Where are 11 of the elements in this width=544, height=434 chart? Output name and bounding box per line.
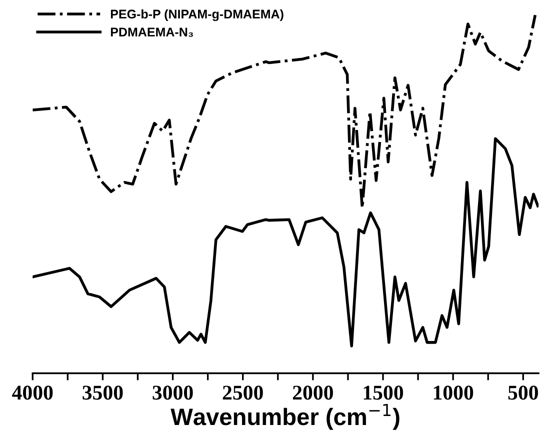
legend-label: PDMAEMA-N₃	[110, 28, 193, 37]
x-tick-label: 1500	[364, 386, 404, 400]
x-tick-label: 4000	[12, 386, 53, 400]
x-tick-label: 2000	[292, 386, 333, 400]
legend-label: PEG-b-P (NIPAM-g-DMAEMA)	[110, 9, 284, 22]
x-tick-label: 500	[508, 386, 538, 400]
x-tick-label: 1000	[434, 386, 474, 400]
x-tick-label: 3000	[152, 386, 193, 400]
x-axis-title: Wavenumber (cm$^{−1}$)	[170, 404, 400, 430]
x-tick-label: 3500	[82, 386, 123, 400]
x-tick-label: 2500	[222, 386, 263, 400]
